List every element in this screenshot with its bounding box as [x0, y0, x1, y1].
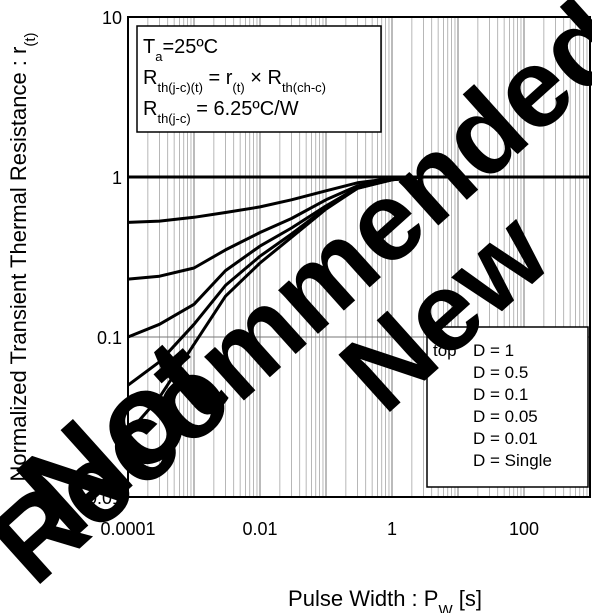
legend-entry: D = 0.5: [473, 363, 528, 382]
series-lines: [126, 175, 590, 435]
legend-prefix: top: [433, 341, 457, 360]
legend-entry: D = 0.01: [473, 429, 538, 448]
x-tick-label: 0.0001: [100, 519, 155, 539]
x-axis-label: Pulse Width : PW [s]: [288, 586, 482, 613]
series-line-6: [126, 175, 590, 435]
legend-entry: D = 1: [473, 341, 514, 360]
annotation-box: Ta=25ºC Rth(j-c)(t) = r(t) × Rth(ch-c) Rth…: [136, 25, 382, 133]
annotation-line-3: Rth(j-c) = 6.25ºC/W: [143, 98, 299, 126]
annotation-line-1: Ta=25ºC: [143, 36, 218, 64]
plot-frame: [127, 16, 591, 498]
x-tick-label: 100: [509, 519, 539, 539]
legend-entry: D = Single: [473, 451, 552, 470]
tick-labels: 0.0001 0.01 1 100 0.01 0.1 1 10: [87, 8, 539, 539]
y-axis-label: Normalized Transient Thermal Resistance …: [6, 32, 39, 481]
x-tick-label: 1: [387, 519, 397, 539]
annotation-line-2: Rth(j-c)(t) = r(t) × Rth(ch-c): [143, 67, 326, 95]
legend-entry: D = 0.1: [473, 385, 528, 404]
y-tick-label: 1: [112, 168, 122, 188]
y-tick-label: 0.01: [87, 488, 122, 508]
y-tick-label: 10: [102, 8, 122, 28]
legend-entry: D = 0.05: [473, 407, 538, 426]
y-tick-label: 0.1: [97, 328, 122, 348]
x-tick-label: 0.01: [242, 519, 277, 539]
legend: top D = 1 D = 0.5 D = 0.1 D = 0.05 D = 0.01 D …: [426, 326, 589, 488]
